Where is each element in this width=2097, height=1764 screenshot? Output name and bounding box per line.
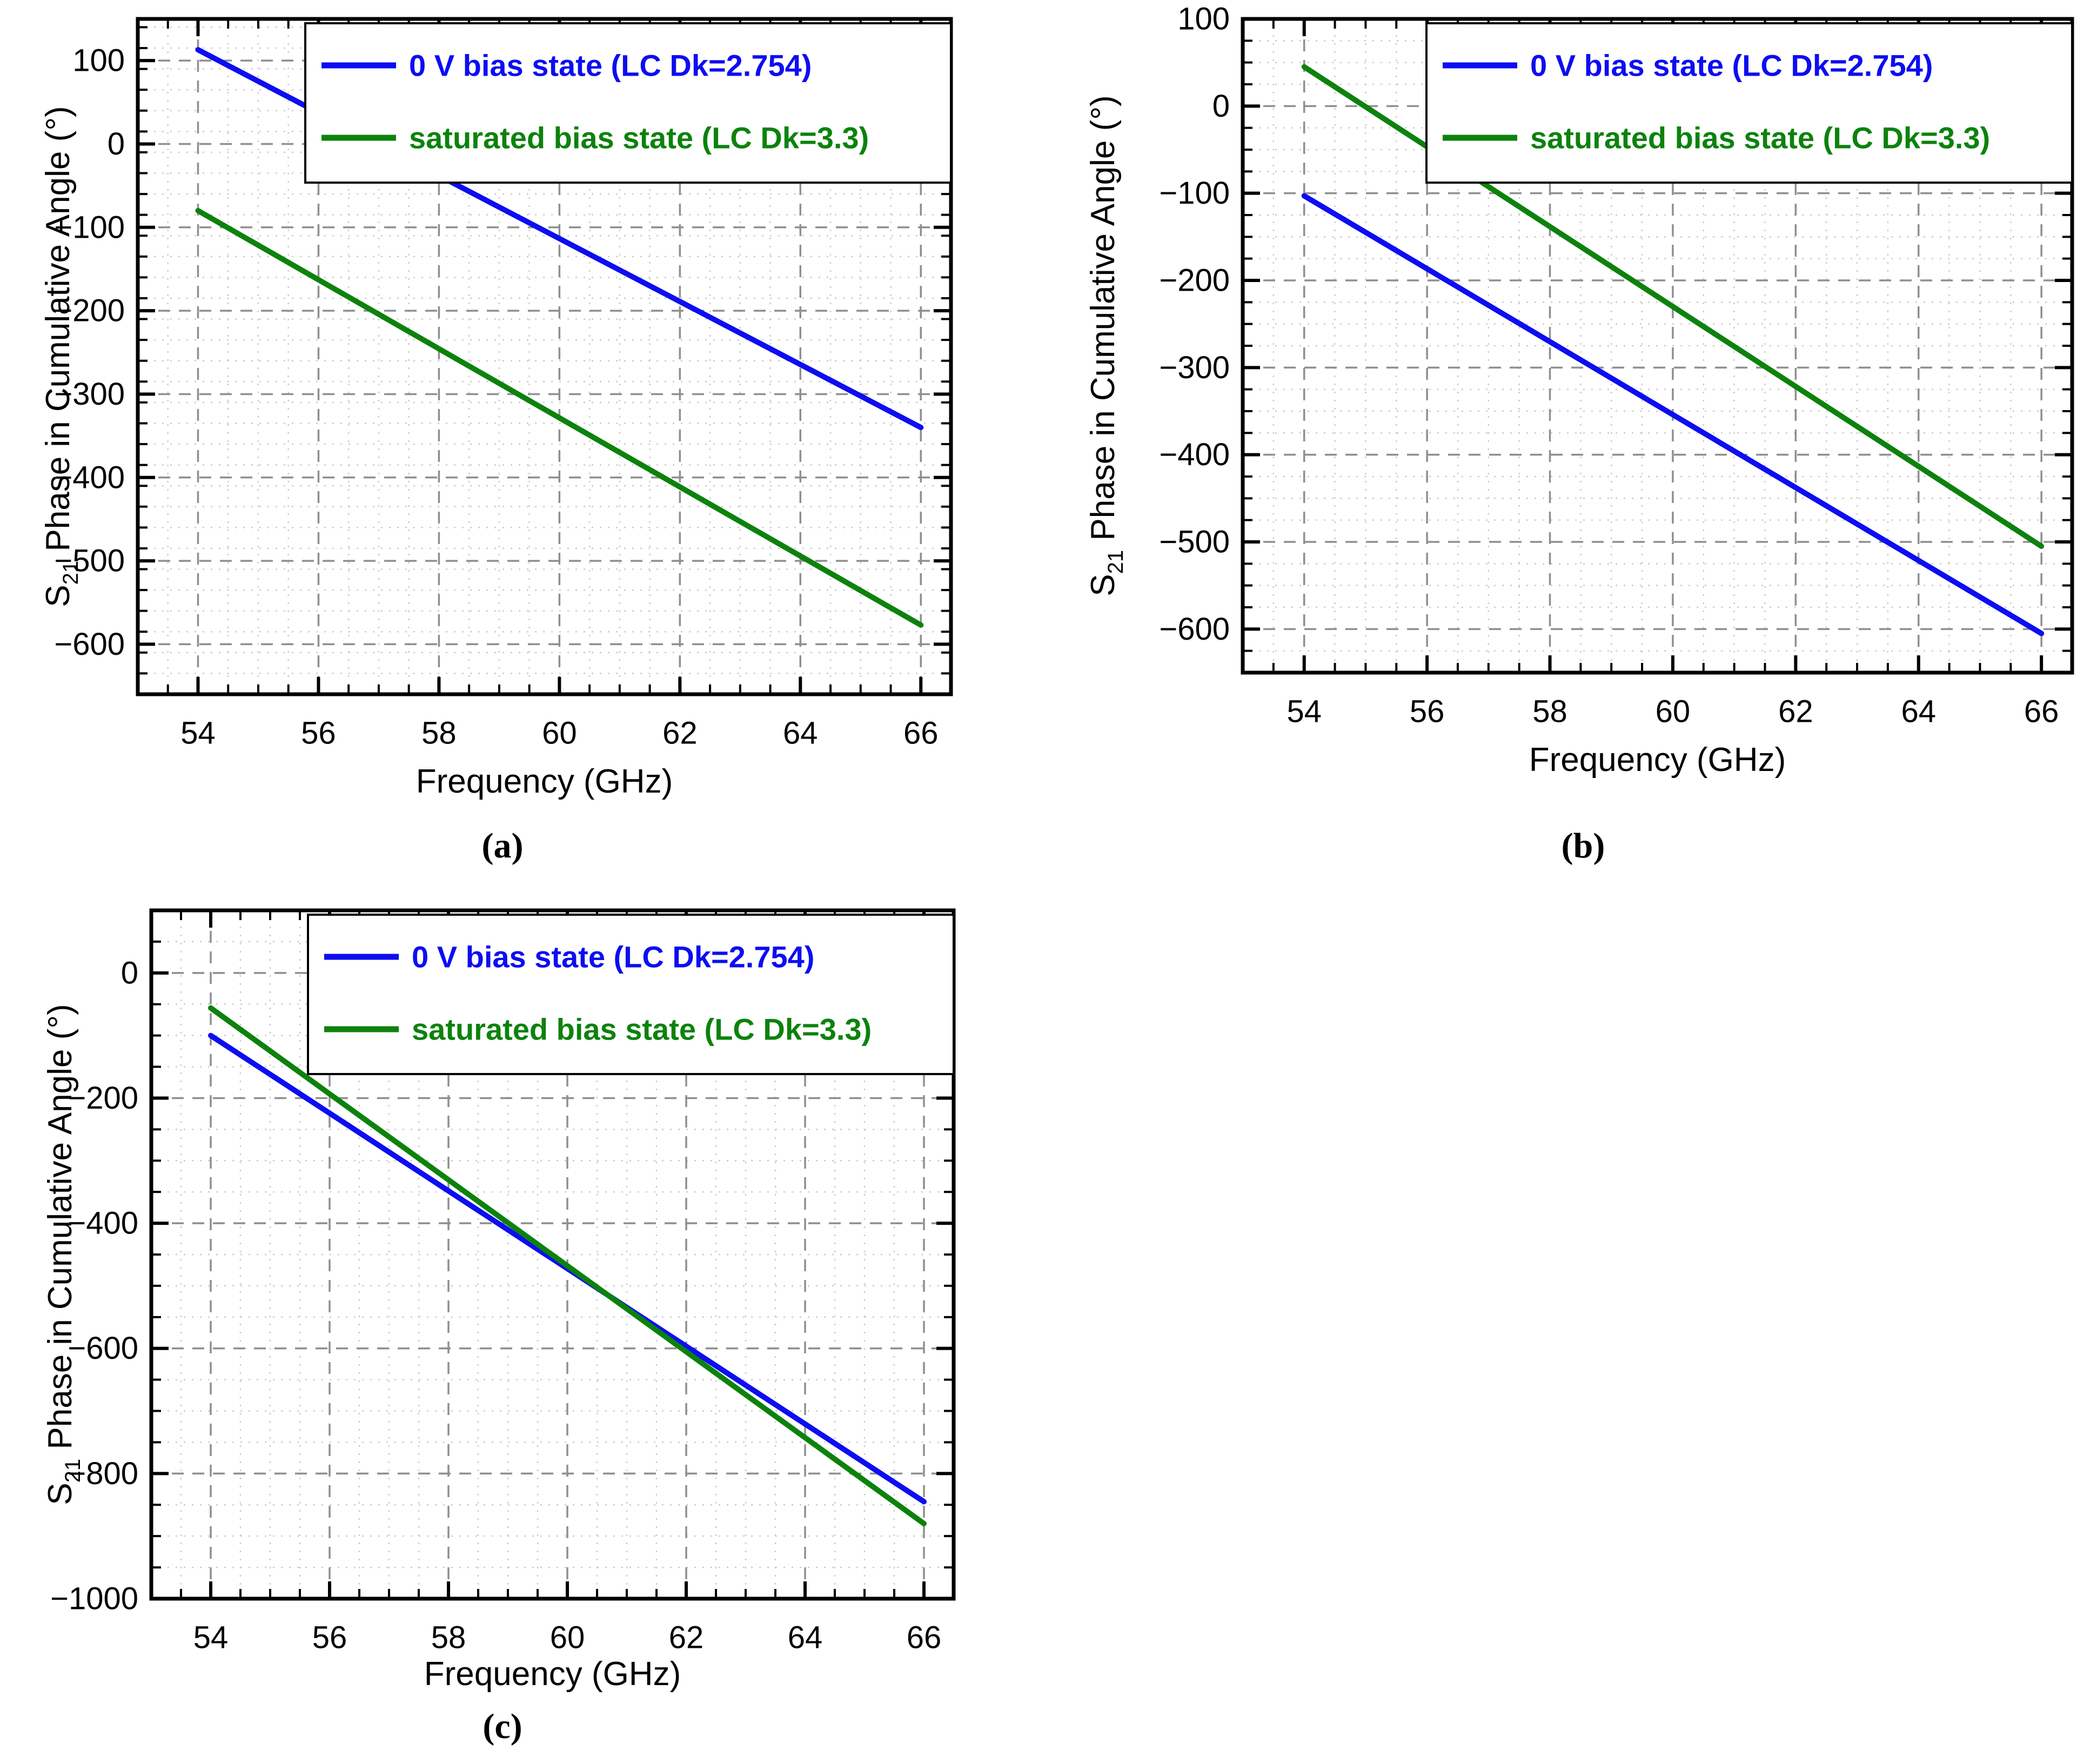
caption-a: (a) [481,826,524,866]
series-line [1301,193,2045,636]
y-tick-label: 100 [1177,2,1230,37]
legend-label: saturated bias state (LC Dk=3.3) [1530,121,1990,155]
x-tick-label: 58 [431,1620,466,1655]
chart-c: 54 56 58 60 62 64 66 0 −200 −400 −600 −800 −1000 Freq… [43,908,956,1693]
legend-label: saturated bias state (LC Dk=3.3) [409,121,869,155]
y-tick-label: −600 [68,1331,138,1366]
x-tick-label: 58 [1532,694,1567,729]
legend-box [307,914,955,1075]
y-tick-label: −800 [68,1456,138,1491]
x-tick-label: 62 [669,1620,704,1655]
series-line [195,207,924,628]
x-tick-label: 58 [421,716,457,751]
y-tick-label: −100 [1159,176,1230,211]
x-tick-label: 60 [550,1620,585,1655]
legend-label: 0 V bias state (LC Dk=2.754) [1530,49,1933,83]
y-tick-label: −600 [54,627,125,662]
y-tick-label: −1000 [50,1581,138,1617]
x-tick-label: 56 [301,716,336,751]
y-tick-label: −600 [1159,612,1230,647]
x-tick-label: 54 [180,716,216,751]
x-axis-label: Frequency (GHz) [416,763,673,800]
x-axis-label: Frequency (GHz) [424,1655,681,1693]
x-tick-label: 60 [542,716,577,751]
y-tick-label: −400 [68,1206,138,1241]
y-tick-label: −200 [68,1081,138,1116]
x-tick-label: 54 [1287,694,1322,729]
y-tick-label: −400 [54,460,125,495]
x-tick-label: 54 [193,1620,229,1655]
x-axis-label: Frequency (GHz) [1529,741,1786,779]
legend-box [1425,22,2073,184]
x-tick-label: 64 [783,716,818,751]
caption-b: (b) [1561,826,1605,866]
legend-label: saturated bias state (LC Dk=3.3) [412,1012,872,1047]
y-tick-label: 0 [1212,89,1230,124]
series-line [208,1005,927,1527]
y-axis-label: S21 Phase in Cumulative Angle (°) [43,1004,85,1505]
x-tick-label: 66 [2024,694,2059,729]
chart-a: 54 56 58 60 62 64 66 100 0 −100 −200 −300 −400 −500 −6… [43,17,953,800]
y-tick-label: 0 [121,955,138,990]
y-tick-label: 100 [72,43,125,78]
x-tick-label: 62 [1778,694,1813,729]
x-tick-label: 66 [907,1620,942,1655]
x-tick-label: 56 [312,1620,347,1655]
legend-label: 0 V bias state (LC Dk=2.754) [412,940,814,974]
x-tick-label: 64 [1901,694,1936,729]
y-tick-label: −400 [1159,437,1230,472]
legend-label: 0 V bias state (LC Dk=2.754) [409,49,812,83]
y-tick-label: 0 [108,126,125,162]
x-tick-label: 64 [788,1620,823,1655]
y-tick-label: −300 [1159,350,1230,385]
y-tick-label: −200 [54,293,125,328]
legend-box [304,22,952,184]
y-tick-label: −500 [1159,525,1230,560]
x-tick-label: 66 [903,716,939,751]
y-tick-label: −300 [54,377,125,412]
y-tick-label: −100 [54,210,125,245]
y-axis-label: S21 Phase in Cumulative Angle (°) [43,106,83,607]
y-tick-label: −200 [1159,263,1230,298]
y-axis-label: S21 Phase in Cumulative Angle (°) [1084,95,1128,596]
chart-b: 54 56 58 60 62 64 66 100 0 −100 −200 −300 −400 −500 −6… [1084,2,2074,779]
x-tick-label: 56 [1410,694,1445,729]
x-tick-label: 60 [1656,694,1691,729]
y-tick-label: −500 [54,544,125,579]
caption-c: (c) [483,1707,522,1746]
axis-box [136,17,953,696]
x-tick-label: 62 [662,716,698,751]
